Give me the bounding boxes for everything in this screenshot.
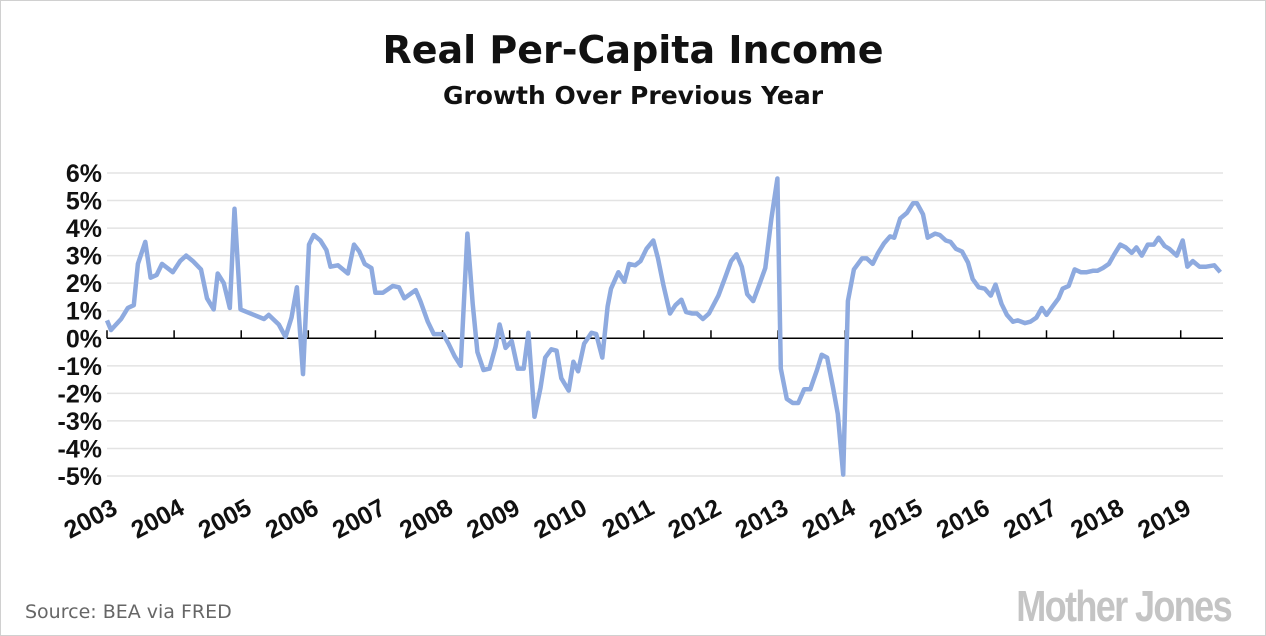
x-axis: 2003 2004 2005 2006 2007 2008 2009 2010 2011 2012… — [60, 330, 1223, 544]
x-tick-label: 2006 — [261, 494, 323, 545]
y-tick-label: 5% — [66, 188, 102, 216]
x-tick-label: 2003 — [60, 494, 122, 545]
y-tick-label: 2% — [66, 270, 102, 298]
x-tick-label: 2005 — [194, 494, 256, 545]
y-tick-label: -1% — [58, 353, 102, 381]
y-tick-label: -2% — [58, 380, 102, 408]
x-tick-label: 2010 — [529, 494, 591, 545]
y-axis: 6%5%4%3%2%1%0%-1%-2%-3%-4%-5% — [58, 160, 102, 491]
y-tick-label: 3% — [66, 243, 102, 271]
x-tick-label: 2007 — [328, 494, 390, 545]
y-tick-label: 1% — [66, 298, 102, 326]
x-tick-label: 2019 — [1133, 494, 1195, 545]
source-note: Source: BEA via FRED — [25, 601, 232, 623]
y-tick-label: 0% — [66, 325, 102, 353]
chart-title: Real Per-Capita Income — [382, 28, 883, 72]
series-line — [104, 176, 1222, 477]
y-tick-label: -3% — [58, 408, 102, 436]
y-tick-label: 4% — [66, 215, 102, 243]
y-tick-label: -4% — [58, 435, 102, 463]
x-tick-label: 2018 — [1066, 494, 1128, 545]
x-tick-label: 2013 — [731, 494, 793, 545]
chart-subtitle: Growth Over Previous Year — [443, 81, 824, 110]
x-tick-label: 2009 — [462, 494, 524, 545]
x-tick-label: 2012 — [664, 494, 726, 545]
x-tick-label: 2016 — [932, 494, 994, 545]
gridlines — [107, 172, 1223, 477]
y-tick-label: -5% — [58, 463, 102, 491]
x-tick-label: 2008 — [395, 494, 457, 545]
x-tick-label: 2017 — [999, 494, 1061, 545]
mother-jones-logo: Mother Jones — [1016, 582, 1231, 631]
x-tick-label: 2011 — [598, 494, 659, 544]
y-tick-label: 6% — [66, 160, 102, 188]
x-tick-label: 2014 — [798, 494, 860, 545]
x-tick-label: 2004 — [127, 494, 189, 545]
x-tick-label: 2015 — [865, 494, 927, 545]
